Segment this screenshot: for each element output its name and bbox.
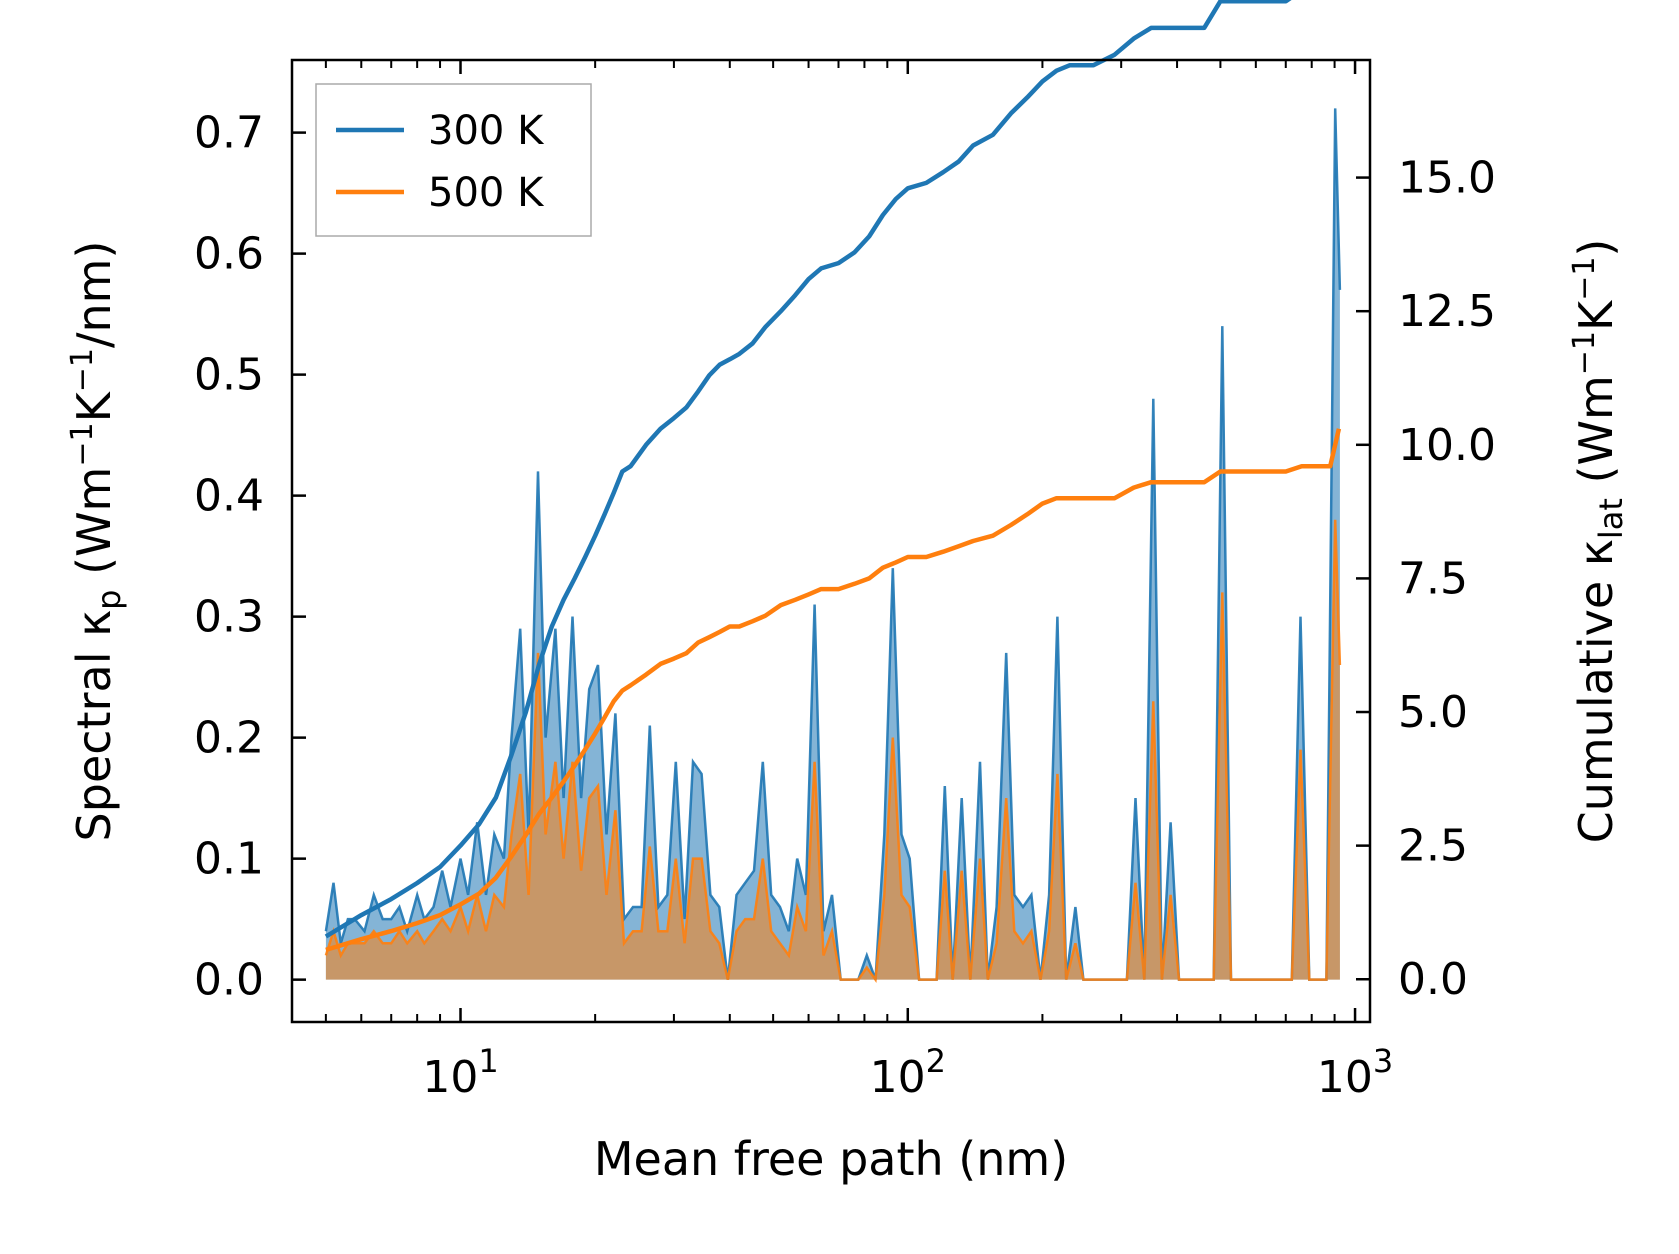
x-tick-label: 103 bbox=[1317, 1042, 1393, 1103]
y-right-tick-label: 7.5 bbox=[1398, 553, 1468, 604]
y-left-sub: p bbox=[90, 589, 128, 609]
y-right-main: Cumulative κ bbox=[1569, 539, 1623, 843]
x-tick-base: 10 bbox=[1317, 1052, 1373, 1103]
tick-layer bbox=[292, 60, 1370, 1022]
y-left-tick-label: 0.1 bbox=[194, 834, 264, 885]
y-right-tick-label: 5.0 bbox=[1398, 687, 1468, 738]
y-left-unit-open: (Wm bbox=[67, 467, 121, 590]
y-left-tick-label: 0.2 bbox=[194, 713, 264, 764]
spectral-fill-layer bbox=[325, 108, 1340, 980]
x-tick-base: 10 bbox=[422, 1052, 478, 1103]
y-right-sup1: −1 bbox=[1567, 331, 1602, 375]
x-tick-base: 10 bbox=[870, 1052, 926, 1103]
legend-box bbox=[315, 83, 592, 237]
x-tick-label: 101 bbox=[422, 1042, 498, 1103]
y-left-unit-close: /nm) bbox=[67, 241, 121, 348]
y-right-tick-label: 15.0 bbox=[1398, 153, 1496, 204]
y-left-tick-label: 0.0 bbox=[194, 955, 264, 1006]
data-line-layer bbox=[324, 0, 1342, 983]
y-left-sup1: −1 bbox=[65, 422, 100, 466]
y-right-sup2: −1 bbox=[1567, 257, 1602, 301]
cumulative-line-500k bbox=[325, 428, 1342, 953]
plot-frame bbox=[290, 58, 1372, 1024]
y-right-tick-label: 2.5 bbox=[1398, 821, 1468, 872]
tick-label-layer: 101 102 1030.00.10.20.30.40.50.60.70.02.55… bbox=[194, 108, 1496, 1103]
y-right-tick-label: 12.5 bbox=[1398, 286, 1496, 337]
y-right-tick-label: 10.0 bbox=[1398, 420, 1496, 471]
x-axis-title: Mean free path (nm) bbox=[594, 1132, 1068, 1186]
y-left-tick-label: 0.3 bbox=[194, 592, 264, 643]
y-axis-title-left: Spectral κp (Wm−1K−1/nm) bbox=[65, 241, 128, 842]
spectral-area-300k bbox=[325, 108, 1340, 980]
y-axis-title-right: Cumulative κlat (Wm−1K−1) bbox=[1567, 239, 1630, 844]
spectral-line-300k bbox=[324, 108, 1342, 981]
x-tick-exponent: 3 bbox=[1373, 1042, 1393, 1080]
x-tick-label: 102 bbox=[870, 1042, 946, 1103]
y-left-sup2: −1 bbox=[65, 348, 100, 392]
y-left-tick-label: 0.4 bbox=[194, 471, 264, 522]
spectral-line-500k bbox=[324, 519, 1342, 983]
y-left-mid: K bbox=[67, 390, 121, 422]
y-right-tick-label: 0.0 bbox=[1398, 954, 1468, 1005]
y-left-tick-label: 0.5 bbox=[194, 350, 264, 401]
y-right-unit-open: (Wm bbox=[1569, 375, 1623, 498]
x-tick-exponent: 2 bbox=[926, 1042, 946, 1080]
y-left-main: Spectral κ bbox=[67, 610, 121, 842]
y-left-tick-label: 0.6 bbox=[194, 229, 264, 280]
legend-label-300k: 300 K bbox=[428, 108, 545, 154]
y-right-mid: K bbox=[1569, 299, 1623, 331]
y-right-unit-close: ) bbox=[1569, 239, 1623, 257]
cumulative-line-300k bbox=[324, 0, 1292, 939]
y-right-sub: lat bbox=[1592, 498, 1630, 539]
y-left-tick-label: 0.7 bbox=[194, 108, 264, 159]
legend: 300 K 500 K bbox=[315, 83, 592, 237]
legend-label-500k: 500 K bbox=[428, 170, 545, 216]
x-tick-exponent: 1 bbox=[478, 1042, 498, 1080]
